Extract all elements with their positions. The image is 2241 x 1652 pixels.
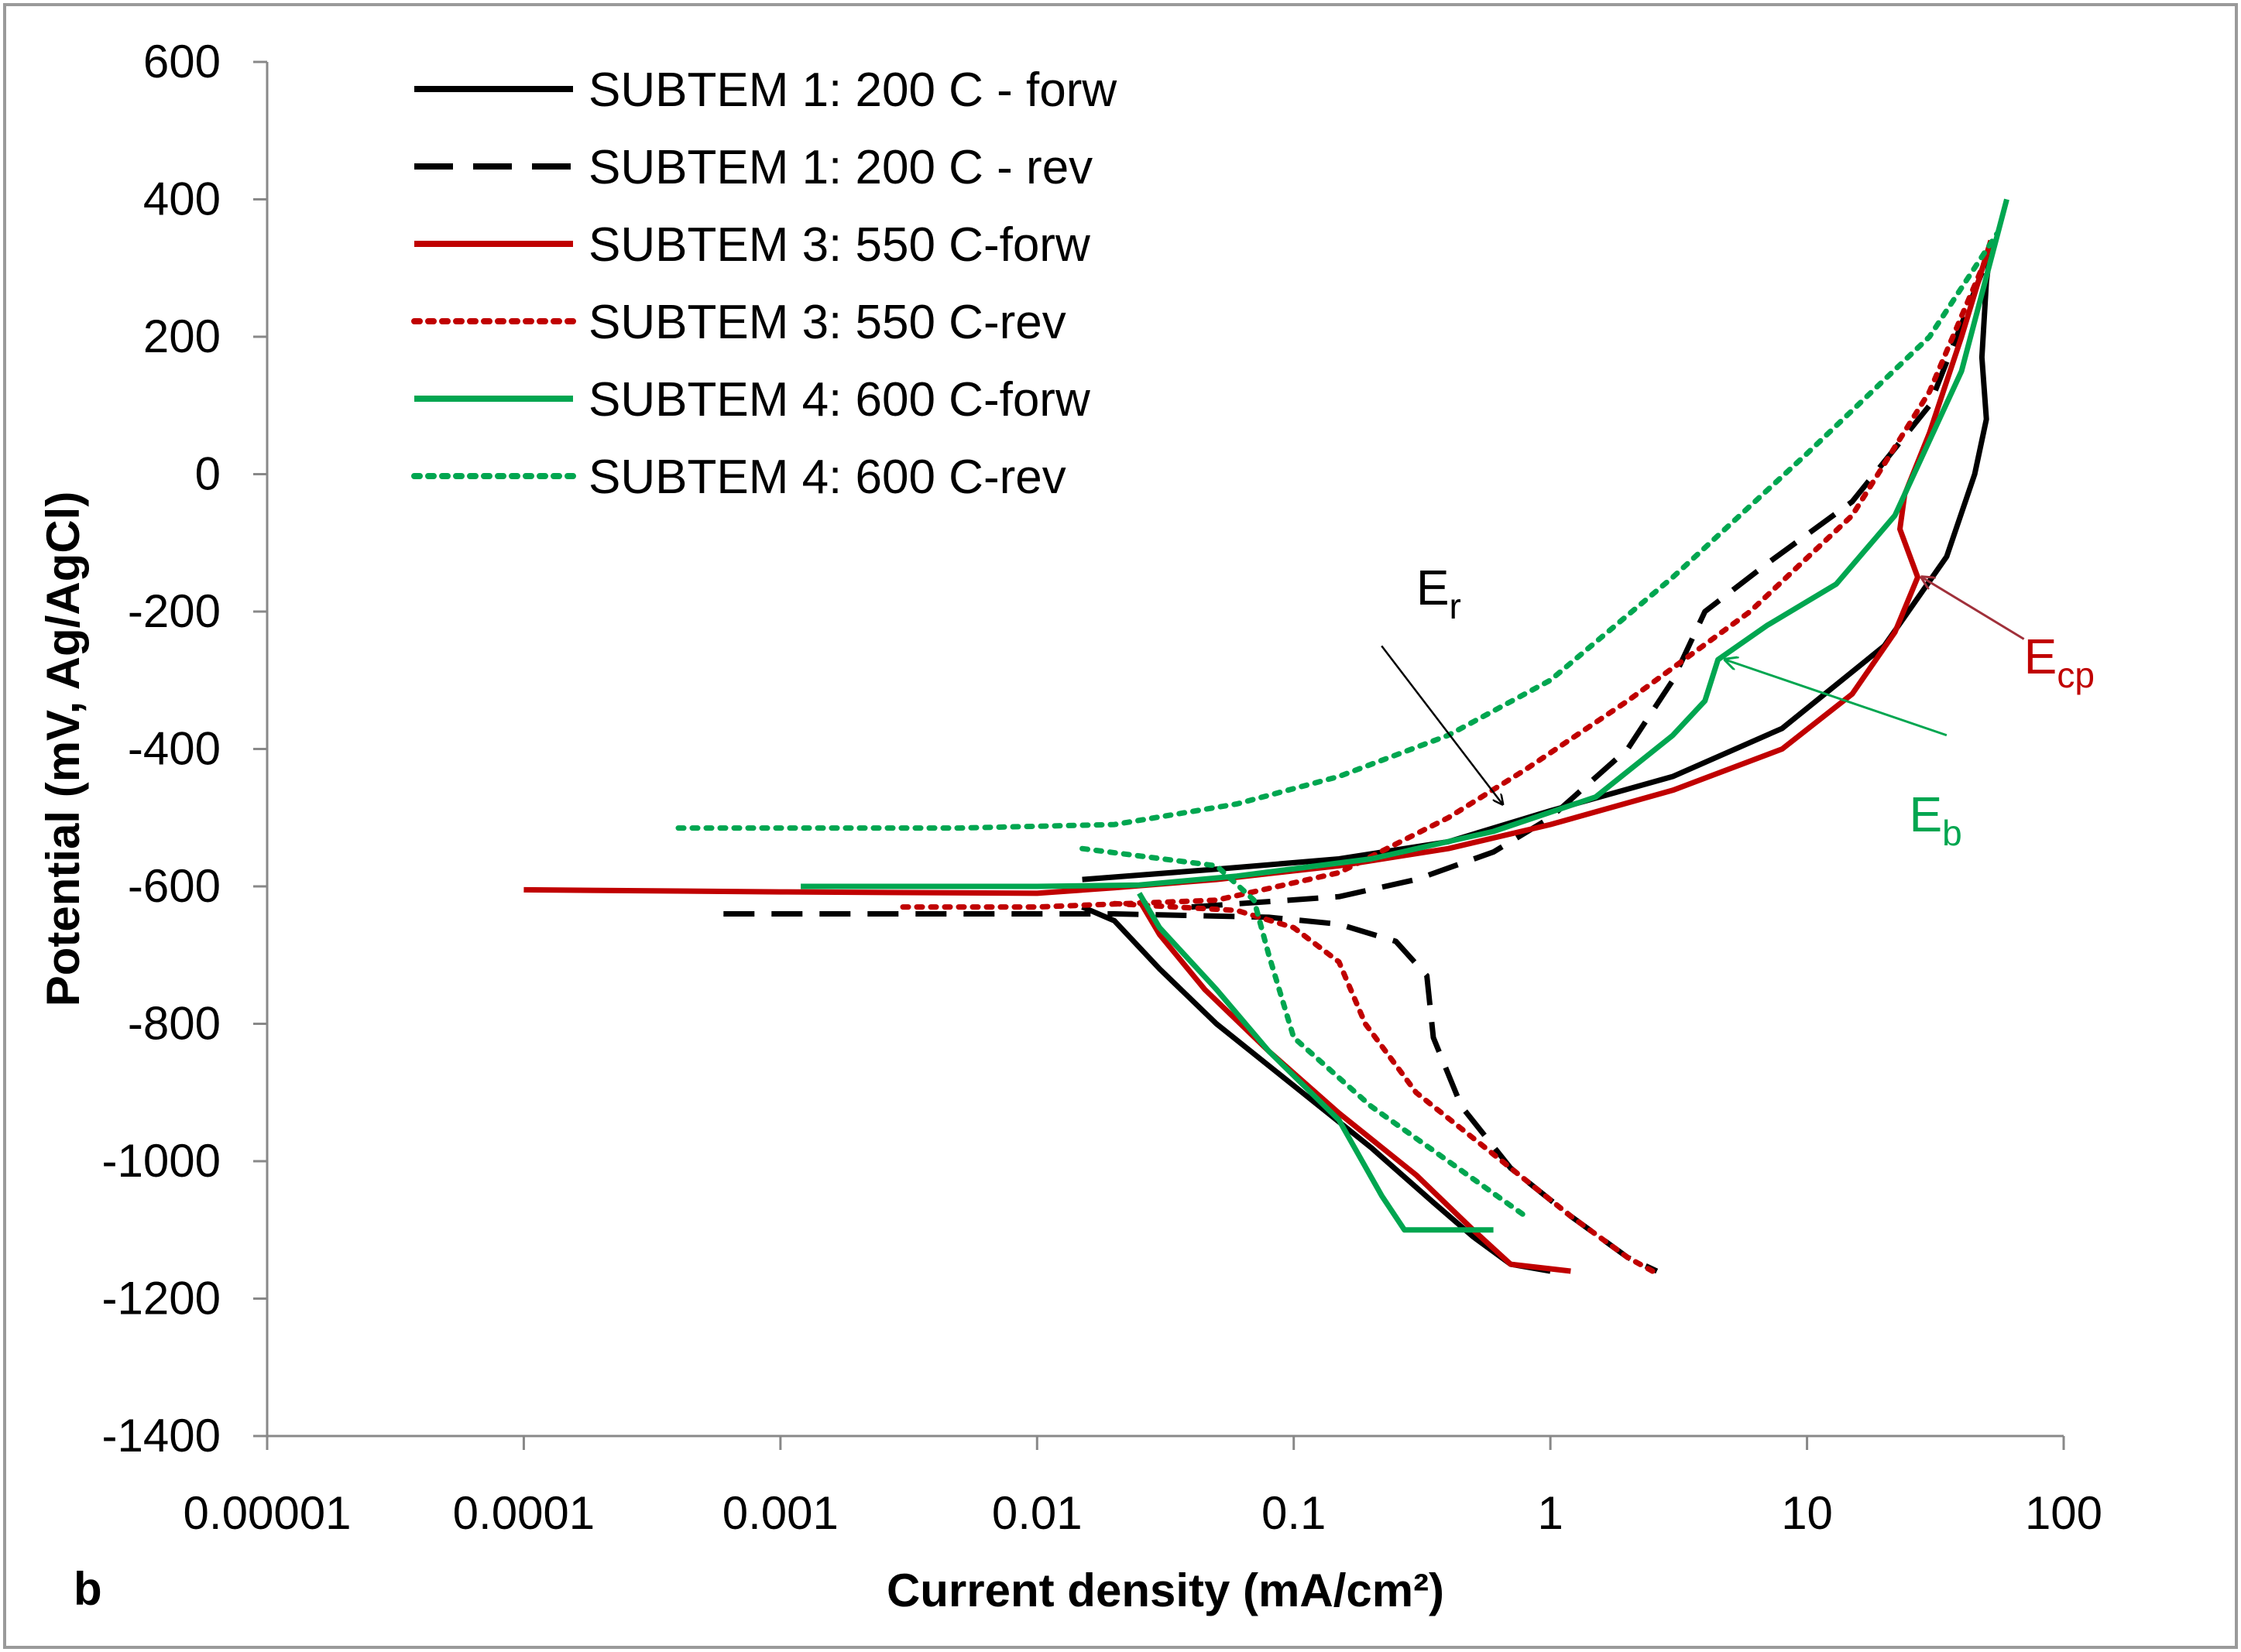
y-tick-label: -200 bbox=[128, 585, 221, 637]
annotation-label-eb: Eb bbox=[1909, 787, 1961, 853]
series-line-5 bbox=[1137, 899, 1571, 1274]
figure-border bbox=[3, 3, 2238, 1649]
annotation-main-eb: E bbox=[1909, 787, 1942, 842]
x-tick-label: 10 bbox=[1781, 1487, 1833, 1539]
x-tick-label: 1 bbox=[1537, 1487, 1563, 1539]
series-line-6 bbox=[900, 245, 1994, 910]
legend: SUBTEM 1: 200 C - forw SUBTEM 1: 200 C - … bbox=[411, 63, 1117, 504]
legend-label-4: SUBTEM 4: 600 C-forw bbox=[589, 373, 1090, 427]
axes-group: 600 400 200 0 -200 -400 -600 -800 -1000 -1200 -140… bbox=[37, 36, 2102, 1616]
annotation-label-ecp: Ecp bbox=[2024, 629, 2095, 695]
x-tick-label: 0.00001 bbox=[184, 1487, 352, 1539]
y-tick-label: -800 bbox=[128, 998, 221, 1050]
annotation-sub-ecp: cp bbox=[2057, 655, 2095, 695]
annotation-sub-eb: b bbox=[1942, 813, 1962, 853]
annotation-main-ecp: E bbox=[2024, 629, 2057, 684]
annotation-sub-er: r bbox=[1450, 586, 1461, 626]
series-line-10 bbox=[675, 231, 2000, 831]
legend-label-5: SUBTEM 4: 600 C-rev bbox=[589, 451, 1066, 504]
y-tick-label: -1400 bbox=[102, 1410, 221, 1462]
x-tick-label: 0.001 bbox=[722, 1487, 839, 1539]
panel-label: b bbox=[74, 1563, 102, 1615]
series-line-11 bbox=[1079, 845, 1529, 1219]
series-line-9 bbox=[1137, 892, 1494, 1233]
x-tick-label: 0.01 bbox=[992, 1487, 1083, 1539]
series-line-7 bbox=[1111, 900, 1656, 1274]
y-tick-label: -600 bbox=[128, 860, 221, 912]
series-line-0 bbox=[1082, 247, 1994, 883]
y-tick-label: -1000 bbox=[102, 1135, 221, 1187]
legend-label-2: SUBTEM 3: 550 C-forw bbox=[589, 218, 1090, 272]
annotation-arrow-eb bbox=[1725, 660, 1948, 737]
x-tick-label: 0.0001 bbox=[453, 1487, 595, 1539]
x-tick-label: 0.1 bbox=[1261, 1487, 1326, 1539]
y-tick-label: 0 bbox=[195, 448, 221, 500]
y-tick-label: -1200 bbox=[102, 1273, 221, 1325]
x-tick-label: 100 bbox=[2025, 1487, 2102, 1539]
series-line-8 bbox=[801, 198, 2009, 889]
x-axis-title: Current density (mA/cm²) bbox=[887, 1565, 1444, 1616]
y-tick-label: -400 bbox=[128, 723, 221, 775]
annotation-arrow-er bbox=[1381, 645, 1502, 804]
legend-label-3: SUBTEM 3: 550 C-rev bbox=[589, 296, 1066, 349]
legend-label-0: SUBTEM 1: 200 C - forw bbox=[589, 63, 1117, 117]
series-line-3 bbox=[1191, 260, 1989, 910]
annotation-arrow-ecp bbox=[1922, 578, 2025, 640]
y-tick-label: 400 bbox=[143, 173, 221, 225]
annotation-main-er: E bbox=[1416, 560, 1450, 615]
legend-label-1: SUBTEM 1: 200 C - rev bbox=[589, 141, 1093, 194]
y-axis-title: Potential (mV, Ag/AgCl) bbox=[37, 492, 89, 1007]
annotation-label-er: Er bbox=[1416, 560, 1461, 626]
series-layer bbox=[523, 198, 2009, 1274]
y-tick-label: 600 bbox=[143, 36, 221, 87]
y-tick-label: 200 bbox=[143, 310, 221, 362]
